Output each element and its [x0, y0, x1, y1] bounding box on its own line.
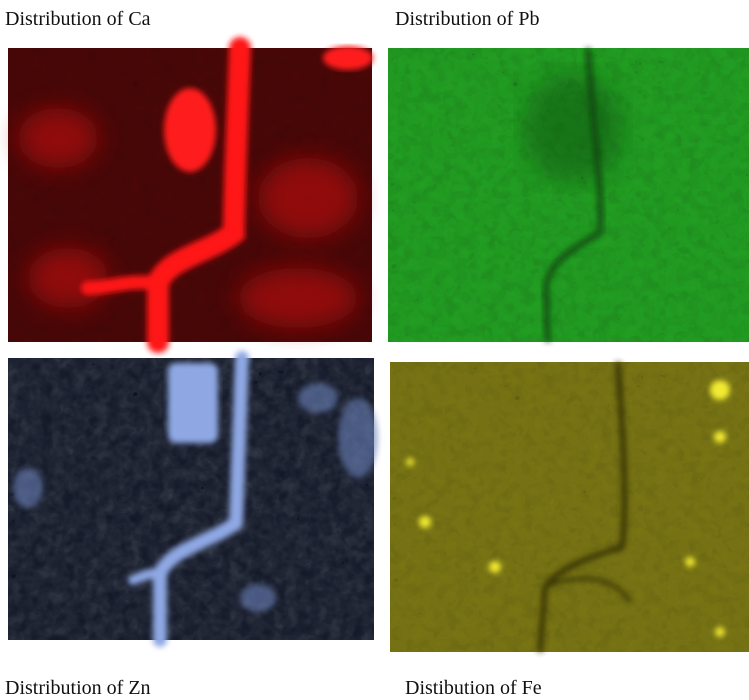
panel-label: Distribution of Pb [395, 8, 539, 30]
panel-label: Distibution of Fe [405, 677, 542, 699]
panel-label: Distribution of Ca [5, 8, 151, 30]
figure: Distribution of Ca Distribution of Pb Di… [0, 0, 749, 700]
ca-map [8, 46, 373, 342]
fe-map [390, 362, 749, 652]
panel-label: Distribution of Zn [5, 677, 151, 699]
pb-map [388, 48, 749, 342]
zn-map [8, 358, 378, 640]
